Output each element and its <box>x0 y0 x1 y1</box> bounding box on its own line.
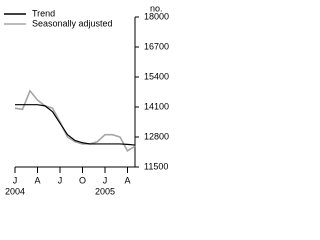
y-unit: no. <box>150 3 163 13</box>
x-year-label: 2005 <box>95 186 115 196</box>
x-tick-label: J <box>13 175 18 185</box>
x-tick-label: J <box>103 175 108 185</box>
y-tick-label: 12800 <box>144 131 169 141</box>
x-tick-label: A <box>124 175 130 185</box>
chart: no. 11500 12800 14100 15400 16700 18000 J A J O J A… <box>4 3 169 196</box>
y-tick-label: 11500 <box>144 161 168 171</box>
y-tick-label: 16700 <box>144 41 169 51</box>
x-tick-label: J <box>58 175 63 185</box>
x-year-label: 2004 <box>5 186 25 196</box>
legend-label: Trend <box>32 8 55 18</box>
x-tick-label: O <box>79 175 86 185</box>
x-tick-label: A <box>34 175 40 185</box>
legend-label: Seasonally adjusted <box>32 18 113 28</box>
y-tick-label: 15400 <box>144 71 169 81</box>
series-line <box>14 89 136 152</box>
series-line <box>15 104 136 146</box>
y-tick-label: 18000 <box>144 11 169 21</box>
y-tick-label: 14100 <box>144 101 169 111</box>
